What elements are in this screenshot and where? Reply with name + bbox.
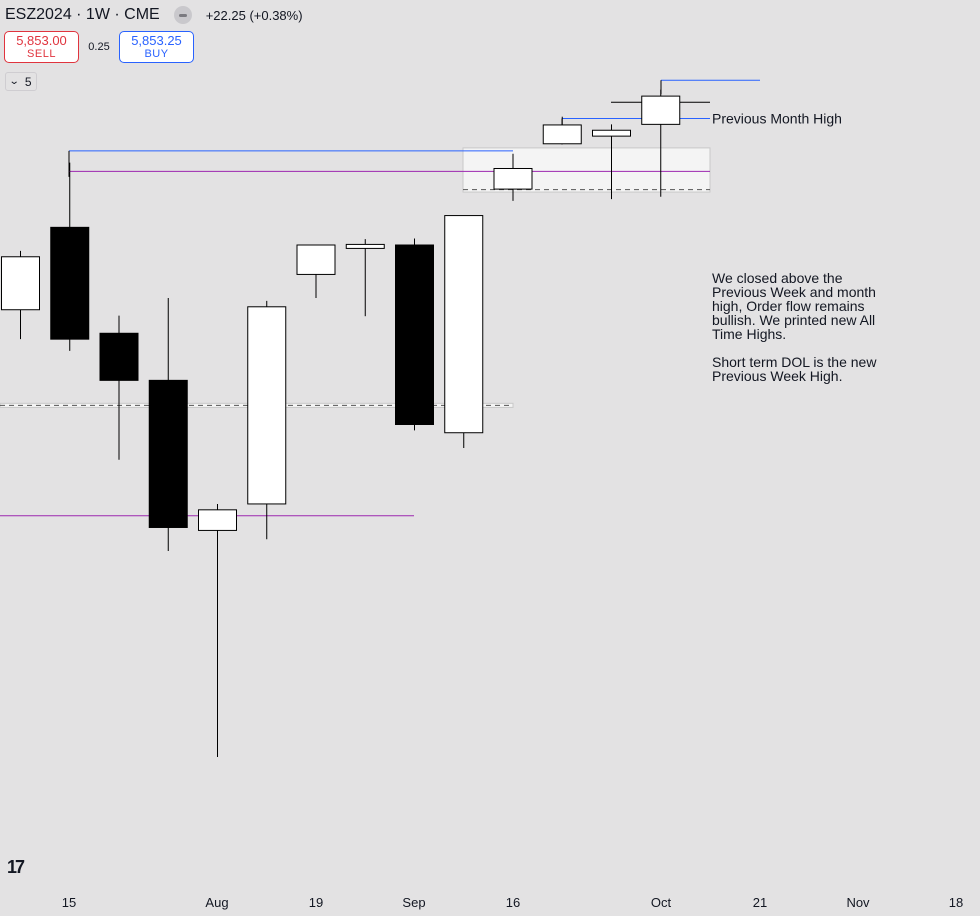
candle-body: [148, 379, 188, 528]
x-tick-label: Nov: [846, 895, 870, 910]
indicator-count: 5: [24, 74, 32, 89]
trade-buttons: 5,853.00 SELL 0.25 5,853.25 BUY: [4, 31, 194, 63]
collapse-dot-icon[interactable]: [173, 6, 192, 24]
price-change: +22.25 (+0.38%): [205, 7, 303, 23]
candle-body: [345, 243, 385, 249]
candle-body: [50, 226, 90, 340]
candle-body: [198, 509, 237, 531]
candle-body: [99, 332, 139, 381]
tradingview-logo-icon[interactable]: 17: [7, 857, 25, 877]
sell-price: 5,853.00: [16, 32, 67, 48]
candle-body: [641, 95, 681, 125]
candle-body: [247, 306, 287, 505]
candle-body: [296, 244, 336, 275]
x-tick-label: 21: [753, 895, 767, 910]
buy-button[interactable]: 5,853.25 BUY: [119, 31, 194, 63]
symbol-header: ESZ2024 · 1W · CME +22.25 (+0.38%): [5, 6, 303, 24]
level-label: Previous Month High: [712, 110, 842, 126]
buy-label: BUY: [144, 47, 169, 60]
x-tick-label: 19: [309, 895, 323, 910]
sell-label: SELL: [27, 47, 56, 60]
annotation-text: We closed above the Previous Week and mon…: [712, 270, 877, 384]
buy-price: 5,853.25: [131, 32, 182, 48]
x-tick-label: Oct: [651, 895, 672, 910]
x-tick-label: 15: [62, 895, 76, 910]
sell-button[interactable]: 5,853.00 SELL: [4, 31, 79, 63]
candle-body: [493, 167, 533, 190]
x-tick-label: 16: [506, 895, 520, 910]
indicator-toggle[interactable]: ⌄ 5: [5, 72, 37, 91]
candle-body: [1, 256, 40, 311]
chevron-down-icon: ⌄: [9, 76, 21, 87]
candle-body: [542, 124, 582, 145]
candle-body: [592, 129, 631, 137]
candle-body: [444, 215, 484, 434]
candle-body: [395, 244, 434, 425]
spread-value: 0.25: [88, 41, 110, 53]
x-tick-label: Sep: [402, 895, 425, 910]
symbol-title[interactable]: ESZ2024 · 1W · CME: [5, 6, 160, 23]
x-tick-label: 18: [949, 895, 963, 910]
x-tick-label: Aug: [205, 895, 228, 910]
